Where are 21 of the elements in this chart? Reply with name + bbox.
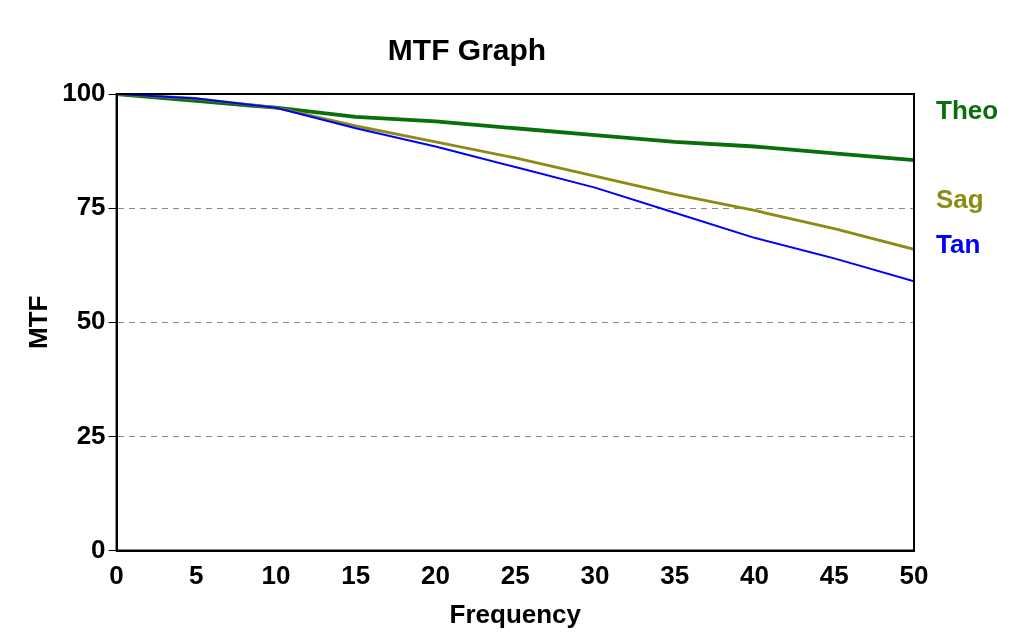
x-tick-label: 35 [660,560,690,591]
x-tick-label: 15 [341,560,371,591]
x-tick-label: 40 [740,560,769,591]
x-tick-label: 50 [899,560,929,591]
y-tick-label: 100 [62,77,106,108]
y-tick-label: 0 [91,533,106,564]
x-tick-label: 25 [500,560,530,591]
y-tick-label: 25 [76,419,106,450]
y-axis-title: MTF [22,295,53,350]
y-tick-label: 75 [76,191,106,222]
x-tick-label: 5 [189,560,204,591]
x-tick-label: 30 [580,560,610,591]
series-label: Theo [936,95,999,126]
x-tick-label: 20 [421,560,451,591]
series-label: Tan [936,229,981,260]
series-label: Sag [936,184,984,215]
x-axis-title: Frequency [449,598,582,629]
chart-title: MTF Graph [387,33,547,67]
x-tick-label: 10 [261,560,291,591]
x-tick-label: 45 [819,560,849,591]
y-tick-label: 50 [76,305,106,336]
